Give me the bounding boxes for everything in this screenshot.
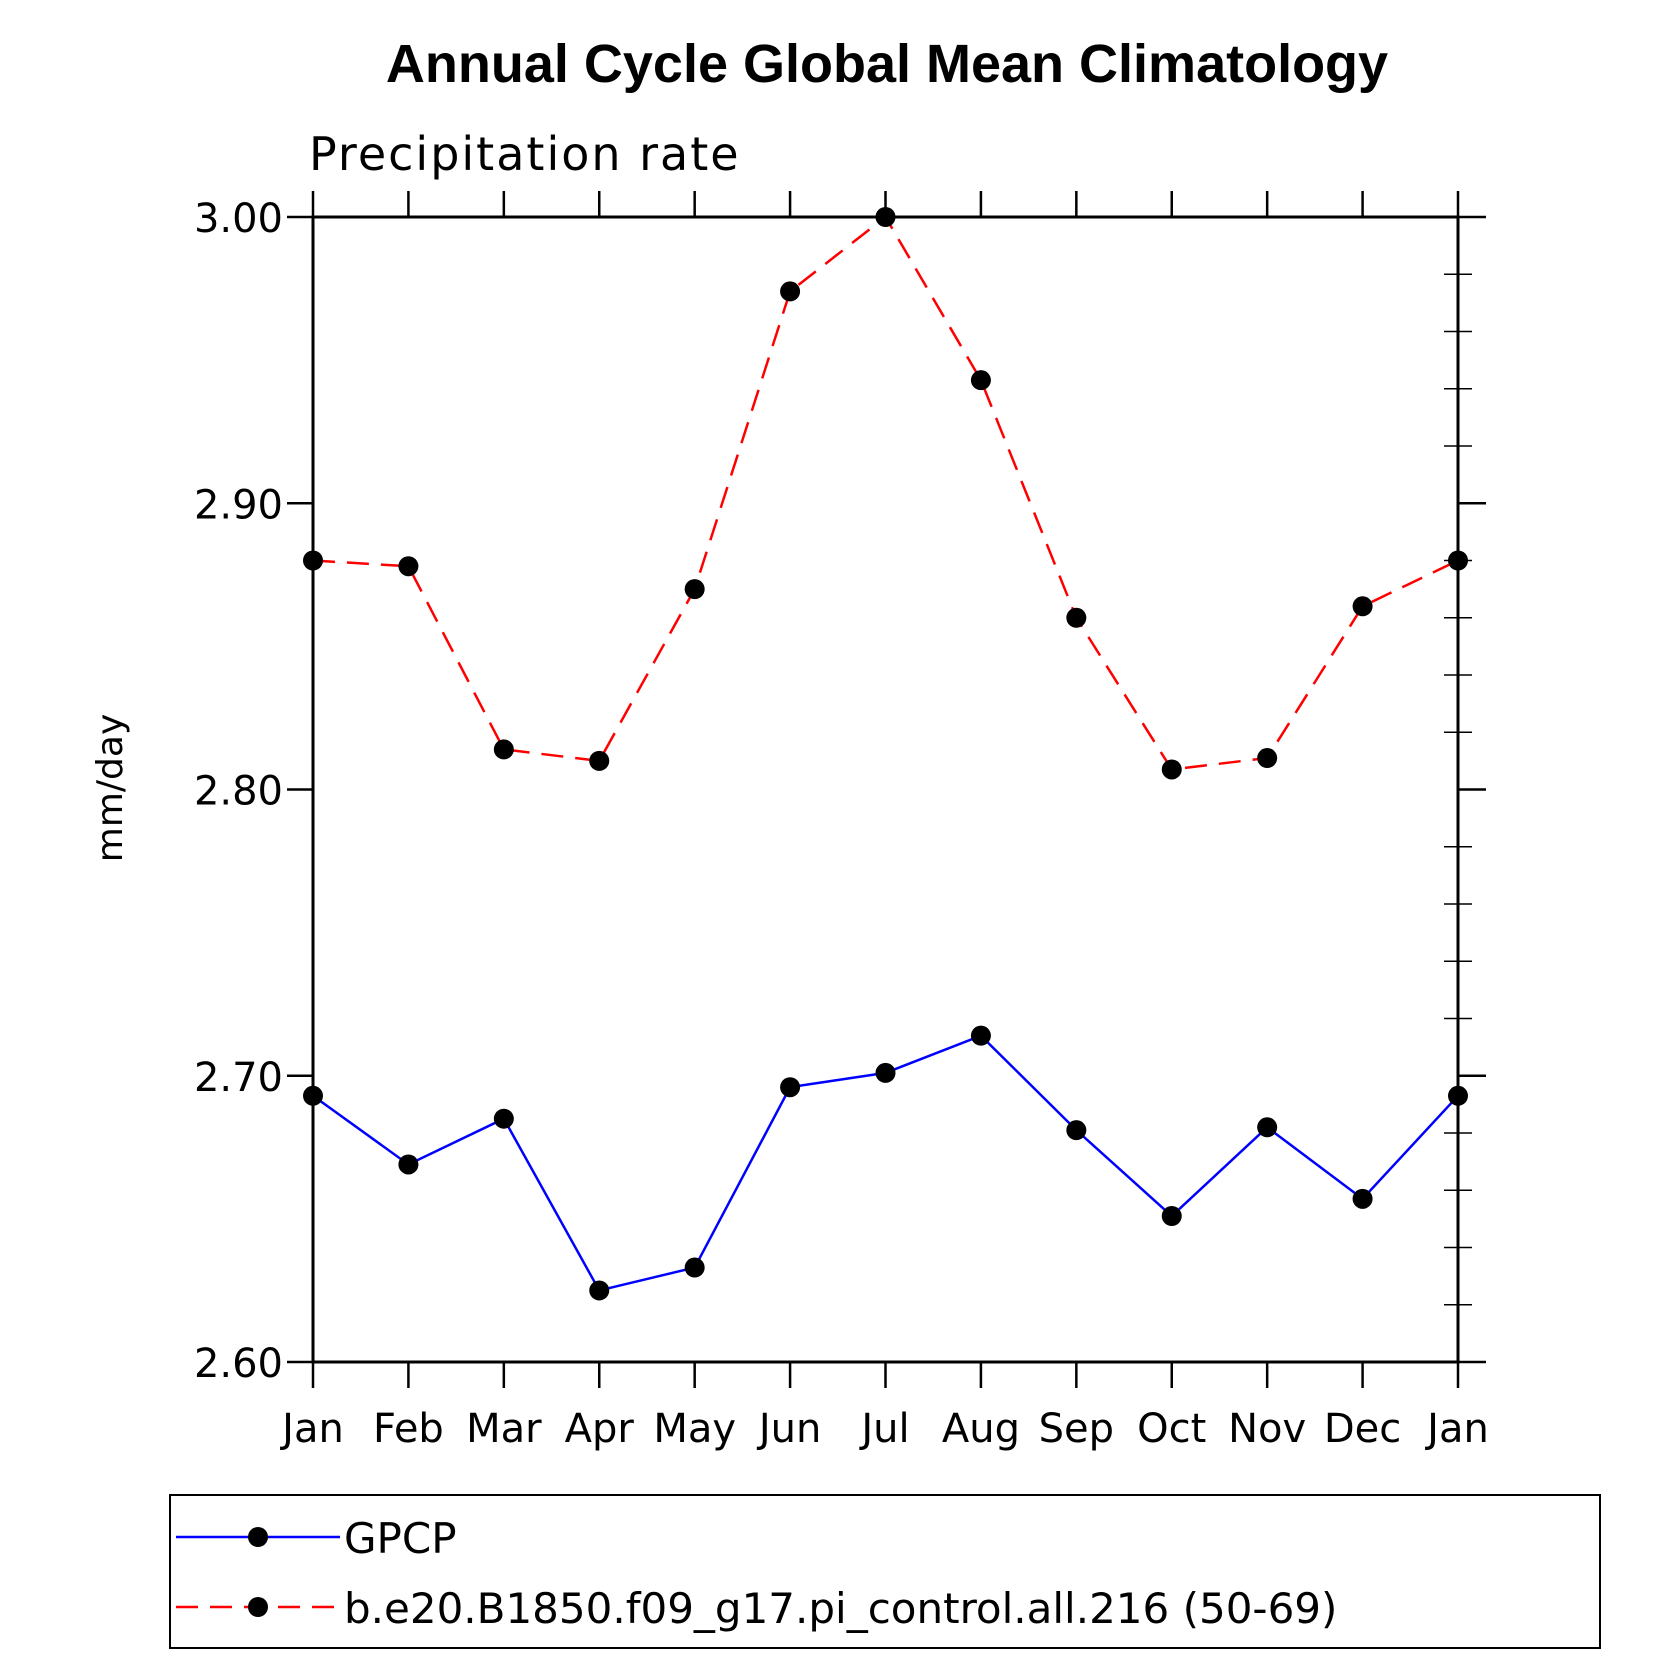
data-point bbox=[589, 750, 610, 771]
data-point bbox=[780, 281, 801, 302]
series-markers bbox=[303, 207, 1468, 1301]
data-point bbox=[875, 207, 896, 227]
data-point bbox=[1161, 1206, 1182, 1227]
y-axis-label: mm/day bbox=[90, 714, 131, 862]
data-point bbox=[1066, 607, 1087, 628]
data-point bbox=[589, 1280, 610, 1301]
x-tick-label: Jan bbox=[279, 1406, 344, 1452]
series-line-1 bbox=[312, 215, 1459, 771]
legend-box bbox=[169, 1494, 1601, 1649]
x-ticks bbox=[311, 191, 1460, 1388]
plot-frame bbox=[311, 215, 1460, 1364]
legend: GPCP b.e20.B1850.f09_g17.pi_control.all.… bbox=[169, 1494, 1601, 1649]
y-tick-label: 2.60 bbox=[194, 1341, 283, 1387]
x-tick-label: Sep bbox=[1039, 1406, 1114, 1452]
data-point bbox=[970, 370, 991, 391]
data-point bbox=[1448, 550, 1468, 571]
legend-marker-gpcp bbox=[248, 1527, 268, 1547]
chart-subtitle: Precipitation rate bbox=[309, 127, 741, 181]
x-tick-label: Nov bbox=[1228, 1406, 1306, 1452]
x-tick-label: Feb bbox=[373, 1406, 444, 1452]
data-point bbox=[1448, 1085, 1468, 1106]
y-tick-labels: 2.60 2.70 2.80 2.90 3.00 bbox=[194, 196, 283, 1387]
series-lines bbox=[312, 215, 1459, 1292]
data-point bbox=[303, 1085, 323, 1106]
data-point bbox=[1352, 596, 1373, 617]
x-tick-label: Jul bbox=[858, 1406, 909, 1452]
legend-label-model: b.e20.B1850.f09_g17.pi_control.all.216 (… bbox=[344, 1584, 1337, 1633]
data-point bbox=[684, 579, 705, 600]
data-point bbox=[398, 556, 419, 577]
x-tick-label: Jan bbox=[1424, 1406, 1489, 1452]
x-tick-label: Mar bbox=[466, 1406, 542, 1452]
x-tick-label: Jun bbox=[756, 1406, 822, 1452]
data-point bbox=[780, 1077, 801, 1098]
y-ticks bbox=[287, 215, 1486, 1364]
x-tick-label: May bbox=[653, 1406, 736, 1452]
data-point bbox=[1257, 1117, 1278, 1138]
data-point bbox=[398, 1154, 419, 1175]
chart-title: Annual Cycle Global Mean Climatology bbox=[386, 34, 1388, 94]
legend-marker-model bbox=[248, 1597, 268, 1617]
y-tick-label: 2.90 bbox=[194, 482, 283, 528]
data-point bbox=[303, 550, 323, 571]
data-point bbox=[493, 1108, 514, 1129]
data-point bbox=[1352, 1188, 1373, 1209]
data-point bbox=[1257, 748, 1278, 769]
data-point bbox=[493, 739, 514, 760]
y-tick-label: 3.00 bbox=[194, 196, 283, 242]
x-tick-label: Apr bbox=[565, 1406, 635, 1452]
data-point bbox=[970, 1025, 991, 1046]
y-tick-label: 2.80 bbox=[194, 769, 283, 815]
x-tick-labels: Jan Feb Mar Apr May Jun Jul Aug Sep Oct Nov Dec Jan bbox=[279, 1406, 1489, 1452]
x-tick-label: Aug bbox=[942, 1406, 1020, 1452]
data-point bbox=[1161, 759, 1182, 780]
data-point bbox=[1066, 1120, 1087, 1141]
y-tick-label: 2.70 bbox=[194, 1055, 283, 1101]
x-tick-label: Oct bbox=[1137, 1406, 1206, 1452]
legend-label-gpcp: GPCP bbox=[344, 1514, 457, 1563]
x-tick-label: Dec bbox=[1324, 1406, 1401, 1452]
data-point bbox=[684, 1257, 705, 1278]
data-point bbox=[875, 1062, 896, 1083]
